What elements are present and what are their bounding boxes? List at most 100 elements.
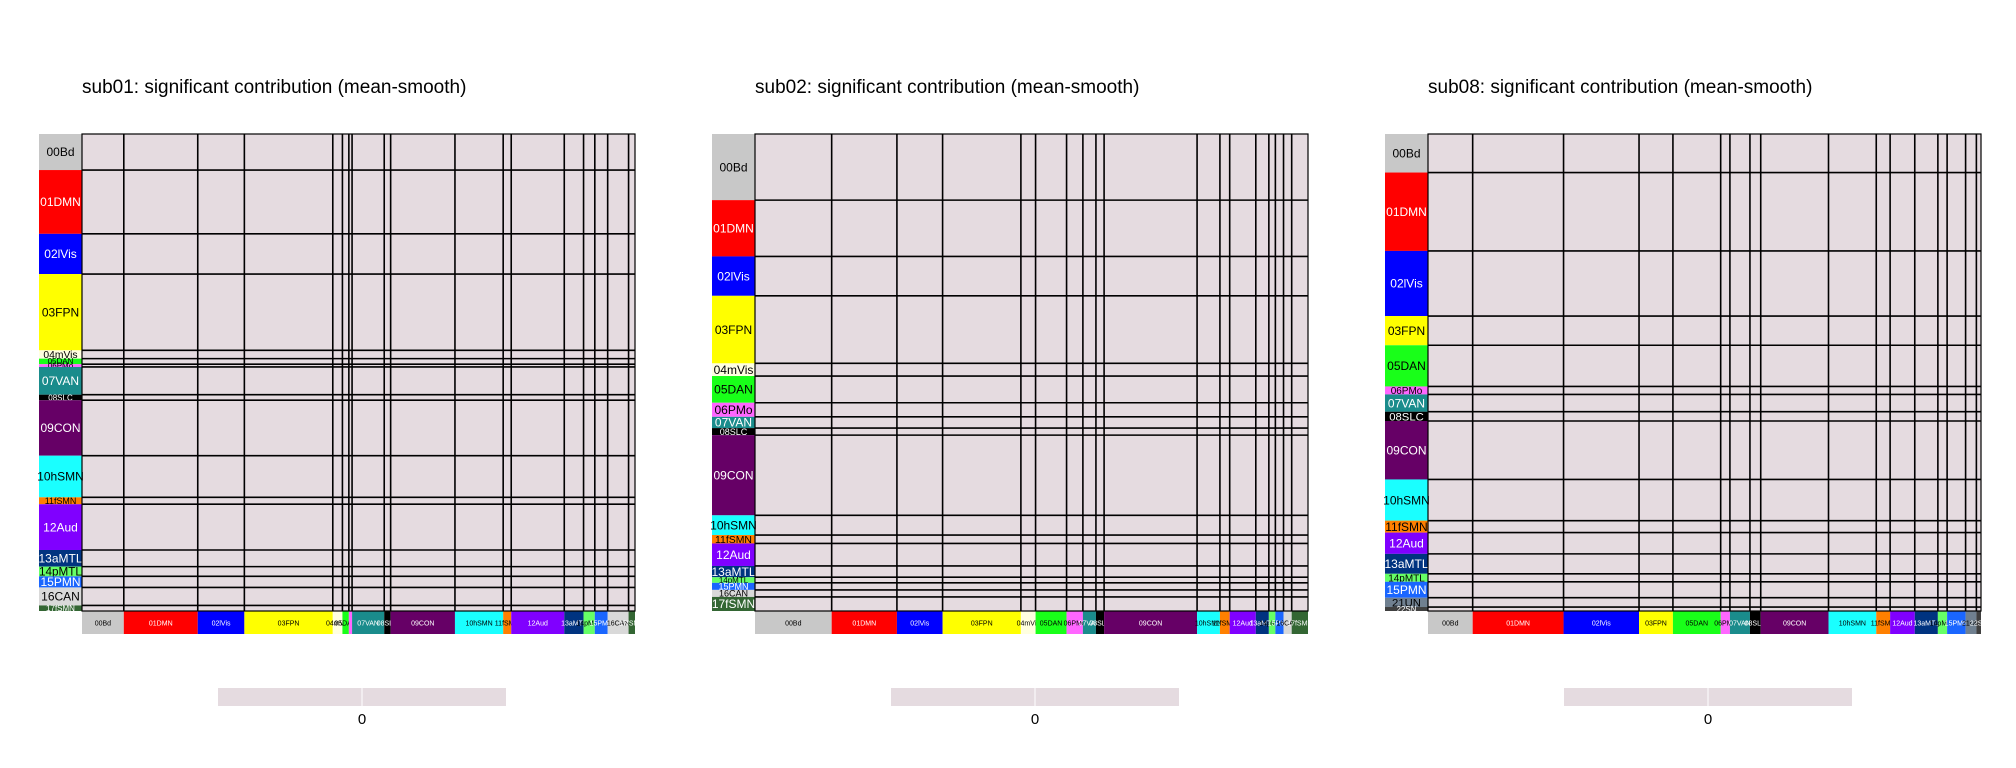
row-network-01DMN: [39, 170, 82, 234]
row-label: 00Bd: [46, 145, 74, 159]
col-network-01DMN: [1472, 611, 1564, 634]
col-label: 14pMTL: [1930, 621, 1956, 628]
col-network-14pMTL: [1268, 611, 1276, 634]
row-network-16CAN: [712, 589, 755, 597]
row-label: 16CAN: [719, 589, 748, 599]
panel-title: sub01: significant contribution (mean-sm…: [82, 77, 466, 98]
col-label: 12Aud: [1892, 621, 1912, 628]
col-label: 13aMTL: [1913, 621, 1939, 628]
row-network-14pMTL: [712, 577, 755, 583]
row-network-11fSMN: [1385, 520, 1428, 533]
row-network-22SN: [1385, 607, 1428, 611]
col-network-09CON: [390, 611, 455, 634]
row-network-11fSMN: [712, 535, 755, 544]
col-network-04mVis: [332, 611, 343, 634]
col-network-13aMTL: [564, 611, 584, 634]
col-network-08SLC: [1095, 611, 1105, 634]
row-network-08SLC: [39, 394, 82, 401]
col-network-07VAN: [1082, 611, 1096, 634]
row-label: 10hSMN: [37, 470, 84, 484]
col-network-16CAN: [1283, 611, 1292, 634]
heatmap-cells: [82, 134, 635, 611]
row-label: 07VAN: [715, 416, 752, 430]
col-label: 13aMTL: [1249, 621, 1275, 628]
row-network-05DAN: [712, 376, 755, 403]
row-label: 15PMN: [718, 582, 748, 592]
row-network-17fSMN: [712, 596, 755, 611]
row-network-07VAN: [1385, 394, 1428, 412]
row-network-12Aud: [712, 543, 755, 566]
col-label: 15PMN: [1268, 621, 1291, 628]
col-network-02lVis: [1563, 611, 1640, 634]
col-network-14pMTL: [583, 611, 595, 634]
col-network-13aMTL: [1255, 611, 1269, 634]
col-network-17fSMN: [1291, 611, 1308, 634]
col-network-16CAN: [607, 611, 629, 634]
col-network-06PMo: [348, 611, 353, 634]
col-label: 07VAN: [357, 621, 379, 628]
col-label: 14pMTL: [576, 621, 602, 628]
row-network-07VAN: [712, 416, 755, 429]
row-label: 11fSMN: [715, 535, 752, 546]
row-label: 00Bd: [719, 160, 747, 174]
col-network-21UN: [1965, 611, 1977, 634]
col-label: 02lVis: [910, 621, 929, 628]
col-label: 05DAN: [334, 621, 357, 628]
col-network-14pMTL: [1937, 611, 1948, 634]
col-network-05DAN: [342, 611, 349, 634]
col-network-03FPN: [1639, 611, 1673, 634]
row-label: 11fSMN: [45, 496, 77, 506]
row-label: 06PMo: [714, 403, 752, 417]
row-network-12Aud: [1385, 532, 1428, 554]
col-network-10hSMN: [454, 611, 504, 634]
panel-title: sub02: significant contribution (mean-sm…: [755, 77, 1139, 98]
row-network-06PMo: [712, 402, 755, 417]
row-network-14pMTL: [39, 566, 82, 577]
row-network-02lVis: [39, 233, 82, 275]
row-network-13aMTL: [39, 549, 82, 567]
col-label: 04mVis: [326, 621, 350, 628]
row-network-02lVis: [712, 256, 755, 296]
col-network-05DAN: [1672, 611, 1721, 634]
col-label: 11fSMN: [495, 621, 520, 628]
col-network-10hSMN: [1197, 611, 1220, 634]
row-label: 17fSMN: [46, 604, 75, 613]
row-label: 15PMN: [40, 575, 80, 589]
col-label: 00Bd: [1442, 621, 1458, 628]
row-network-05DAN: [39, 358, 82, 365]
row-label: 02lVis: [1390, 277, 1422, 291]
col-label: 00Bd: [785, 621, 801, 628]
heatmap-border: [81, 133, 636, 612]
row-network-09CON: [39, 400, 82, 456]
col-network-15PMN: [1275, 611, 1284, 634]
col-label: 17fSMN: [619, 621, 644, 628]
row-network-13aMTL: [712, 565, 755, 578]
panel-title: sub08: significant contribution (mean-sm…: [1428, 77, 1812, 98]
col-network-08SLC: [384, 611, 391, 634]
row-label: 08SLC: [720, 427, 748, 437]
row-label: 09CON: [1386, 443, 1426, 457]
row-label: 04mVis: [714, 363, 754, 377]
col-label: 12Aud: [528, 621, 548, 628]
col-network-12Aud: [1229, 611, 1256, 634]
col-label: 01DMN: [1506, 621, 1530, 628]
row-label: 17fSMN: [712, 597, 755, 611]
col-label: 14pMTL: [1259, 621, 1285, 628]
row-label: 02lVis: [44, 247, 76, 261]
col-network-11fSMN: [503, 611, 512, 634]
col-network-00Bd: [82, 611, 124, 634]
heatmap-border: [754, 133, 1309, 612]
col-label: 07VAN: [1079, 621, 1101, 628]
row-label: 12Aud: [43, 520, 78, 534]
col-label: 01DMN: [149, 621, 173, 628]
col-network-12Aud: [1890, 611, 1915, 634]
row-network-01DMN: [1385, 172, 1428, 251]
col-label: 03FPN: [278, 621, 300, 628]
col-label: 02lVis: [1592, 621, 1611, 628]
row-network-07VAN: [39, 366, 82, 395]
row-network-14pMTL: [1385, 573, 1428, 582]
col-network-22SN: [1976, 611, 1981, 634]
col-label: 10hSMN: [1195, 621, 1222, 628]
col-label: 00Bd: [95, 621, 111, 628]
